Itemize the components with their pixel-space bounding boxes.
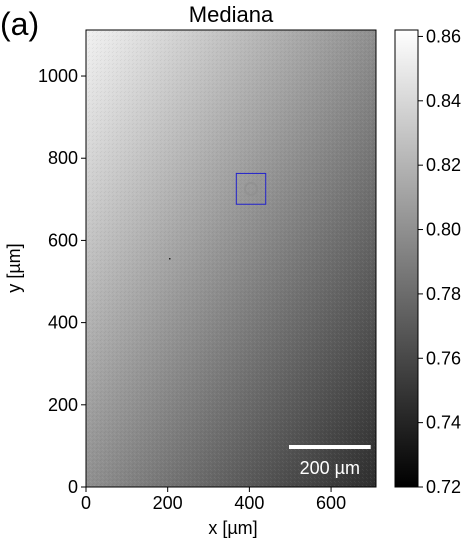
y-tick-label: 600: [48, 230, 78, 250]
image-speck: [169, 258, 171, 260]
y-tick-label: 0: [68, 477, 78, 497]
colorbar-tick-label: 0.86: [426, 26, 461, 46]
colorbar-tick-label: 0.84: [426, 91, 461, 111]
colorbar-tick-label: 0.76: [426, 348, 461, 368]
y-tick-label: 200: [48, 395, 78, 415]
y-tick-label: 1000: [38, 66, 78, 86]
roi-box: [235, 172, 267, 205]
x-tick-label: 0: [81, 493, 91, 513]
colorbar-tick-label: 0.72: [426, 477, 461, 497]
roi-feature: [244, 181, 259, 196]
y-axis-label: y [µm]: [4, 243, 24, 292]
y-tick-label: 800: [48, 148, 78, 168]
colorbar-tick-label: 0.78: [426, 284, 461, 304]
colorbar-tick-label: 0.80: [426, 220, 461, 240]
y-tick-label: 400: [48, 313, 78, 333]
colorbar-tick-label: 0.82: [426, 155, 461, 175]
scale-bar-label: 200 µm: [300, 458, 360, 478]
plot-frame: [85, 29, 377, 488]
heatmap-image: [86, 30, 376, 487]
heatmap-noise: [86, 30, 376, 487]
x-tick-label: 600: [316, 493, 346, 513]
x-tick-label: 400: [234, 493, 264, 513]
x-tick-label: 200: [153, 493, 183, 513]
panel-label: (a): [0, 6, 39, 42]
x-axis-label: x [µm]: [208, 518, 257, 538]
colorbar-tick-label: 0.74: [426, 413, 461, 433]
colorbar: [394, 29, 419, 488]
chart-title: Mediana: [189, 2, 274, 27]
